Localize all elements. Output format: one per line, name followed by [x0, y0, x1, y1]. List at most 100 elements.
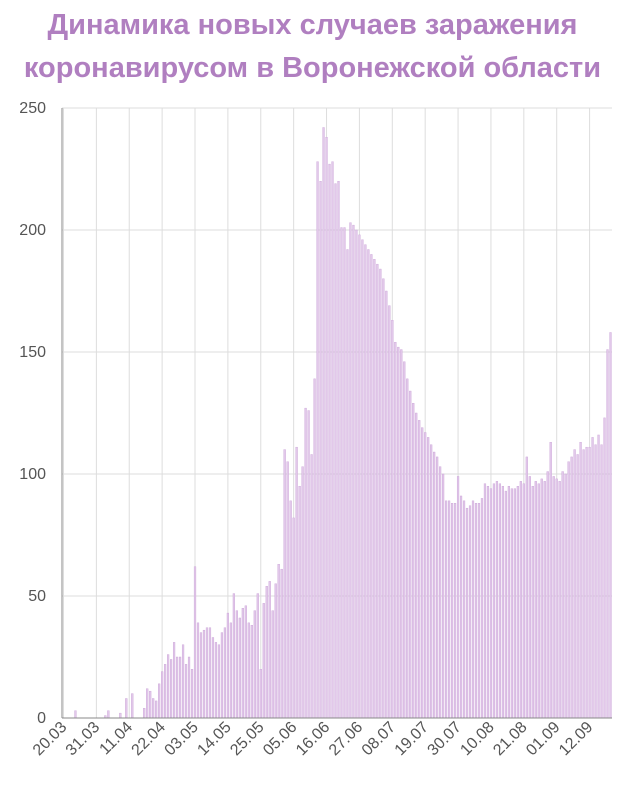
- bar: [175, 656, 179, 719]
- bar: [486, 486, 490, 719]
- bar: [190, 669, 194, 719]
- bar: [373, 259, 376, 719]
- bar: [600, 444, 603, 719]
- bar: [170, 659, 173, 719]
- bar: [427, 437, 430, 719]
- chart-title-line-1: Динамика новых случаев заражения: [47, 9, 578, 41]
- bar: [459, 495, 463, 719]
- bar: [292, 517, 295, 719]
- y-tick-label: 100: [19, 466, 46, 483]
- bar: [295, 446, 298, 719]
- bar: [253, 610, 256, 719]
- bar: [325, 137, 328, 719]
- bar: [573, 449, 576, 719]
- bar: [409, 390, 412, 719]
- bar: [474, 503, 478, 719]
- bar: [445, 500, 448, 719]
- bar: [495, 481, 499, 719]
- bar: [471, 500, 475, 719]
- bar: [606, 349, 609, 719]
- bar: [415, 412, 418, 719]
- bar: [307, 410, 310, 719]
- bar: [394, 342, 397, 719]
- bar: [337, 180, 340, 719]
- x-tick-label: 21.08: [490, 719, 530, 759]
- bar: [585, 446, 588, 719]
- chart-title: Динамика новых случаев заражения коронав…: [0, 4, 625, 90]
- bar: [146, 688, 149, 719]
- bar: [507, 486, 510, 719]
- bar: [403, 361, 406, 719]
- bar: [322, 127, 325, 719]
- bar: [196, 622, 200, 719]
- x-tick-label: 22.04: [129, 719, 169, 759]
- bar: [561, 471, 564, 719]
- bar: [424, 432, 427, 719]
- bar: [579, 442, 582, 719]
- bar: [450, 503, 454, 719]
- x-tick-label: 30.07: [425, 719, 465, 759]
- bar: [382, 278, 385, 719]
- x-tick-label: 01.09: [523, 719, 563, 759]
- bar: [346, 249, 349, 719]
- bar: [447, 500, 451, 719]
- bar: [220, 632, 224, 719]
- bar: [259, 669, 262, 719]
- bar: [244, 605, 247, 719]
- bar: [546, 471, 549, 719]
- bars: [74, 127, 612, 719]
- bar: [412, 403, 415, 719]
- bar: [391, 320, 394, 719]
- bar: [591, 437, 594, 719]
- y-tick-label: 250: [19, 100, 46, 117]
- x-tick-label: 11.04: [97, 719, 137, 759]
- bar: [558, 481, 561, 719]
- x-tick-label: 08.07: [359, 719, 399, 759]
- bar: [436, 456, 439, 719]
- bar: [582, 449, 585, 719]
- bar: [588, 446, 591, 719]
- bar: [199, 632, 203, 719]
- bar: [286, 461, 289, 719]
- x-tick-label: 10.08: [457, 719, 497, 759]
- bar: [477, 503, 481, 719]
- bar: [421, 427, 424, 719]
- bar: [358, 234, 361, 719]
- bar: [567, 461, 570, 719]
- bar: [250, 625, 253, 719]
- bar: [340, 227, 343, 719]
- bar: [202, 629, 206, 719]
- bar: [280, 568, 283, 719]
- x-tick-label: 03.05: [162, 719, 202, 759]
- bar: [310, 454, 313, 719]
- bar: [543, 481, 546, 719]
- x-tick-label: 05.06: [260, 719, 300, 759]
- x-tick-label: 27.06: [326, 719, 366, 759]
- bar: [74, 710, 77, 719]
- bar: [161, 671, 164, 719]
- bar: [465, 507, 469, 719]
- bar: [430, 444, 433, 719]
- x-tick-labels: 20.0331.0311.0422.0403.0514.0525.0505.06…: [30, 719, 596, 759]
- bar: [167, 654, 170, 719]
- bar: [241, 608, 244, 719]
- bar: [256, 593, 259, 719]
- bar: [223, 627, 227, 719]
- bar: [107, 710, 110, 719]
- bar: [187, 656, 191, 719]
- bar: [489, 488, 493, 719]
- bar: [480, 498, 484, 719]
- bar: [385, 290, 388, 719]
- bar: [289, 500, 292, 719]
- bar: [158, 683, 161, 719]
- bar: [352, 224, 355, 719]
- bar: [193, 566, 197, 719]
- bar: [594, 444, 597, 719]
- bar: [247, 622, 250, 719]
- bar: [152, 698, 155, 719]
- bar: [172, 642, 176, 719]
- bar: [271, 610, 274, 719]
- x-tick-label: 14.05: [194, 719, 234, 759]
- bar: [238, 617, 241, 719]
- bar: [313, 378, 316, 719]
